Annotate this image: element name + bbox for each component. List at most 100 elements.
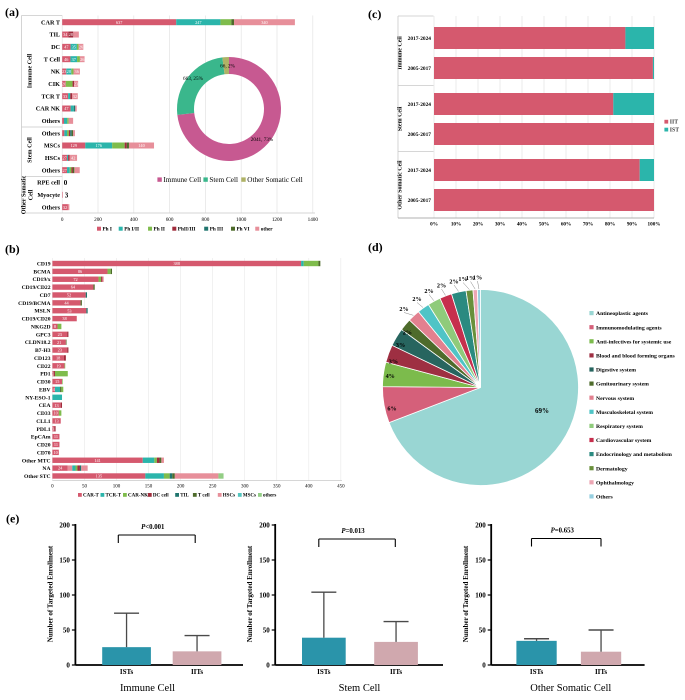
svg-text:CLL1: CLL1 bbox=[36, 419, 51, 425]
svg-text:(b): (b) bbox=[5, 242, 20, 256]
svg-text:4%: 4% bbox=[386, 373, 395, 380]
svg-text:80%: 80% bbox=[605, 222, 615, 228]
svg-text:66, 2%: 66, 2% bbox=[220, 64, 235, 70]
svg-text:42: 42 bbox=[71, 156, 75, 161]
svg-text:Stem Cell: Stem Cell bbox=[209, 176, 238, 184]
svg-text:Genitourinary system: Genitourinary system bbox=[596, 382, 649, 388]
svg-text:72: 72 bbox=[73, 277, 77, 282]
svg-text:CAR-T: CAR-T bbox=[83, 494, 99, 499]
svg-text:Immune Cell: Immune Cell bbox=[27, 53, 34, 88]
svg-text:18: 18 bbox=[56, 356, 60, 361]
svg-text:EBV: EBV bbox=[39, 387, 51, 393]
svg-text:23: 23 bbox=[58, 332, 62, 337]
svg-text:100%: 100% bbox=[648, 222, 661, 228]
svg-text:IITs: IITs bbox=[191, 668, 203, 676]
svg-text:2: 2 bbox=[52, 371, 54, 376]
svg-text:2005-2017: 2005-2017 bbox=[408, 66, 432, 72]
svg-text:HSCs: HSCs bbox=[223, 494, 235, 499]
svg-text:35: 35 bbox=[72, 45, 76, 50]
svg-text:69%: 69% bbox=[535, 407, 549, 415]
svg-text:TIL: TIL bbox=[180, 494, 189, 499]
svg-text:0: 0 bbox=[482, 661, 486, 669]
svg-text:Nervous system: Nervous system bbox=[596, 396, 634, 402]
svg-text:2041, 73%: 2041, 73% bbox=[251, 137, 274, 143]
svg-text:IITs: IITs bbox=[595, 668, 607, 676]
svg-text:64: 64 bbox=[71, 285, 76, 290]
svg-text:CD30: CD30 bbox=[37, 380, 51, 386]
svg-text:3%: 3% bbox=[396, 342, 405, 349]
svg-text:11: 11 bbox=[54, 442, 58, 447]
svg-text:Digestive system: Digestive system bbox=[596, 368, 636, 374]
svg-text:90%: 90% bbox=[627, 222, 637, 228]
svg-text:PD1: PD1 bbox=[40, 372, 50, 378]
svg-text:33: 33 bbox=[63, 94, 67, 99]
svg-text:50: 50 bbox=[63, 626, 71, 634]
svg-text:637: 637 bbox=[116, 20, 123, 25]
svg-text:2%: 2% bbox=[449, 279, 458, 286]
svg-text:200: 200 bbox=[94, 217, 102, 223]
svg-text:2%: 2% bbox=[412, 296, 421, 303]
svg-text:400: 400 bbox=[130, 217, 138, 223]
svg-text:140: 140 bbox=[138, 143, 144, 148]
svg-text:13: 13 bbox=[54, 403, 58, 408]
svg-text:100: 100 bbox=[475, 591, 486, 599]
svg-text:CD19/CD22: CD19/CD22 bbox=[22, 285, 51, 291]
svg-text:T cell: T cell bbox=[198, 494, 210, 499]
svg-text:Immune Cell: Immune Cell bbox=[163, 176, 201, 184]
svg-text:GPC3: GPC3 bbox=[36, 332, 51, 338]
svg-text:MSCs: MSCs bbox=[44, 143, 61, 150]
svg-text:Antineoplastic agents: Antineoplastic agents bbox=[596, 311, 649, 317]
svg-text:BCMA: BCMA bbox=[33, 269, 50, 275]
svg-text:600: 600 bbox=[166, 217, 174, 223]
svg-text:23: 23 bbox=[62, 69, 66, 74]
svg-text:27: 27 bbox=[62, 168, 67, 173]
svg-text:3%: 3% bbox=[389, 358, 398, 365]
svg-text:0: 0 bbox=[61, 217, 64, 223]
svg-text:Ph II: Ph II bbox=[154, 227, 165, 233]
svg-text:32: 32 bbox=[73, 94, 77, 99]
svg-text:(c): (c) bbox=[368, 7, 381, 21]
svg-text:IST: IST bbox=[670, 127, 679, 133]
svg-text:CD20: CD20 bbox=[37, 443, 51, 449]
svg-text:Cardiovascular system: Cardiovascular system bbox=[596, 438, 652, 444]
svg-text:4: 4 bbox=[53, 387, 56, 392]
svg-text:0: 0 bbox=[66, 661, 70, 669]
svg-text:CD7: CD7 bbox=[40, 293, 51, 299]
svg-text:32: 32 bbox=[63, 205, 67, 210]
svg-text:1000: 1000 bbox=[236, 217, 247, 223]
svg-text:2%: 2% bbox=[399, 306, 408, 313]
svg-text:1%: 1% bbox=[466, 275, 475, 282]
svg-text:others: others bbox=[263, 494, 276, 499]
svg-text:Stem Cell: Stem Cell bbox=[398, 106, 404, 131]
svg-text:1200: 1200 bbox=[272, 217, 283, 223]
svg-text:Ph VI: Ph VI bbox=[237, 227, 250, 233]
svg-text:Respiratory system: Respiratory system bbox=[596, 424, 643, 430]
svg-text:(e): (e) bbox=[6, 512, 19, 526]
svg-text:250: 250 bbox=[209, 485, 217, 490]
svg-text:3: 3 bbox=[65, 191, 69, 199]
svg-text:20: 20 bbox=[62, 82, 66, 87]
svg-text:(d): (d) bbox=[368, 240, 383, 254]
svg-text:10%: 10% bbox=[451, 222, 461, 228]
svg-text:Other STC: Other STC bbox=[24, 474, 50, 480]
svg-text:2005-2017: 2005-2017 bbox=[408, 132, 432, 138]
svg-text:10: 10 bbox=[53, 411, 57, 416]
svg-text:1%: 1% bbox=[458, 276, 467, 283]
svg-text:NA: NA bbox=[42, 466, 50, 472]
svg-text:P=0.013: P=0.013 bbox=[341, 528, 365, 535]
svg-text:2%: 2% bbox=[403, 330, 412, 337]
svg-text:60%: 60% bbox=[561, 222, 571, 228]
svg-text:247: 247 bbox=[195, 20, 202, 25]
svg-text:IITs: IITs bbox=[390, 668, 402, 676]
svg-text:Other Somatic Cell: Other Somatic Cell bbox=[398, 160, 404, 210]
svg-text:150: 150 bbox=[475, 556, 486, 564]
svg-text:2017-2024: 2017-2024 bbox=[408, 36, 432, 42]
svg-text:200: 200 bbox=[177, 485, 185, 490]
svg-text:CD22: CD22 bbox=[37, 364, 51, 370]
svg-text:0: 0 bbox=[266, 661, 270, 669]
svg-text:Blood and blood forming organs: Blood and blood forming organs bbox=[596, 354, 675, 360]
svg-text:10: 10 bbox=[53, 450, 57, 455]
svg-text:NKG2D: NKG2D bbox=[31, 324, 51, 330]
svg-text:1%: 1% bbox=[473, 275, 482, 282]
svg-text:46: 46 bbox=[64, 57, 69, 62]
